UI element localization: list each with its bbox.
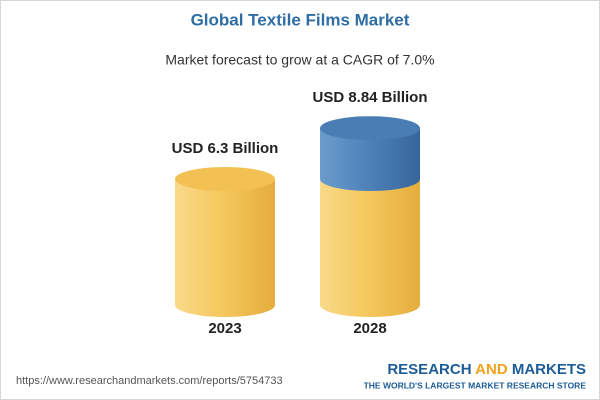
chart-subtitle: Market forecast to grow at a CAGR of 7.0… xyxy=(165,52,434,68)
cylinder-top xyxy=(175,167,275,191)
cylinder xyxy=(320,116,420,317)
value-label: USD 8.84 Billion xyxy=(312,89,427,106)
x-tick-label: 2023 xyxy=(208,320,241,337)
brand-tagline: THE WORLD'S LARGEST MARKET RESEARCH STOR… xyxy=(364,380,587,390)
brand-logo: RESEARCH AND MARKETS xyxy=(387,361,586,378)
brand-word: AND xyxy=(475,361,508,378)
source-url: https://www.researchandmarkets.com/repor… xyxy=(16,375,283,387)
x-tick-label: 2028 xyxy=(353,320,386,337)
cylinder-top xyxy=(320,116,420,141)
cylinder-body xyxy=(320,179,420,305)
chart-title: Global Textile Films Market xyxy=(191,10,410,29)
cylinder xyxy=(175,167,275,317)
cylinder-body xyxy=(175,179,275,305)
brand-word: MARKETS xyxy=(512,361,586,378)
brand-word: RESEARCH xyxy=(387,361,471,378)
value-label: USD 6.3 Billion xyxy=(172,140,279,157)
cylinder-growth-edge xyxy=(320,167,420,191)
